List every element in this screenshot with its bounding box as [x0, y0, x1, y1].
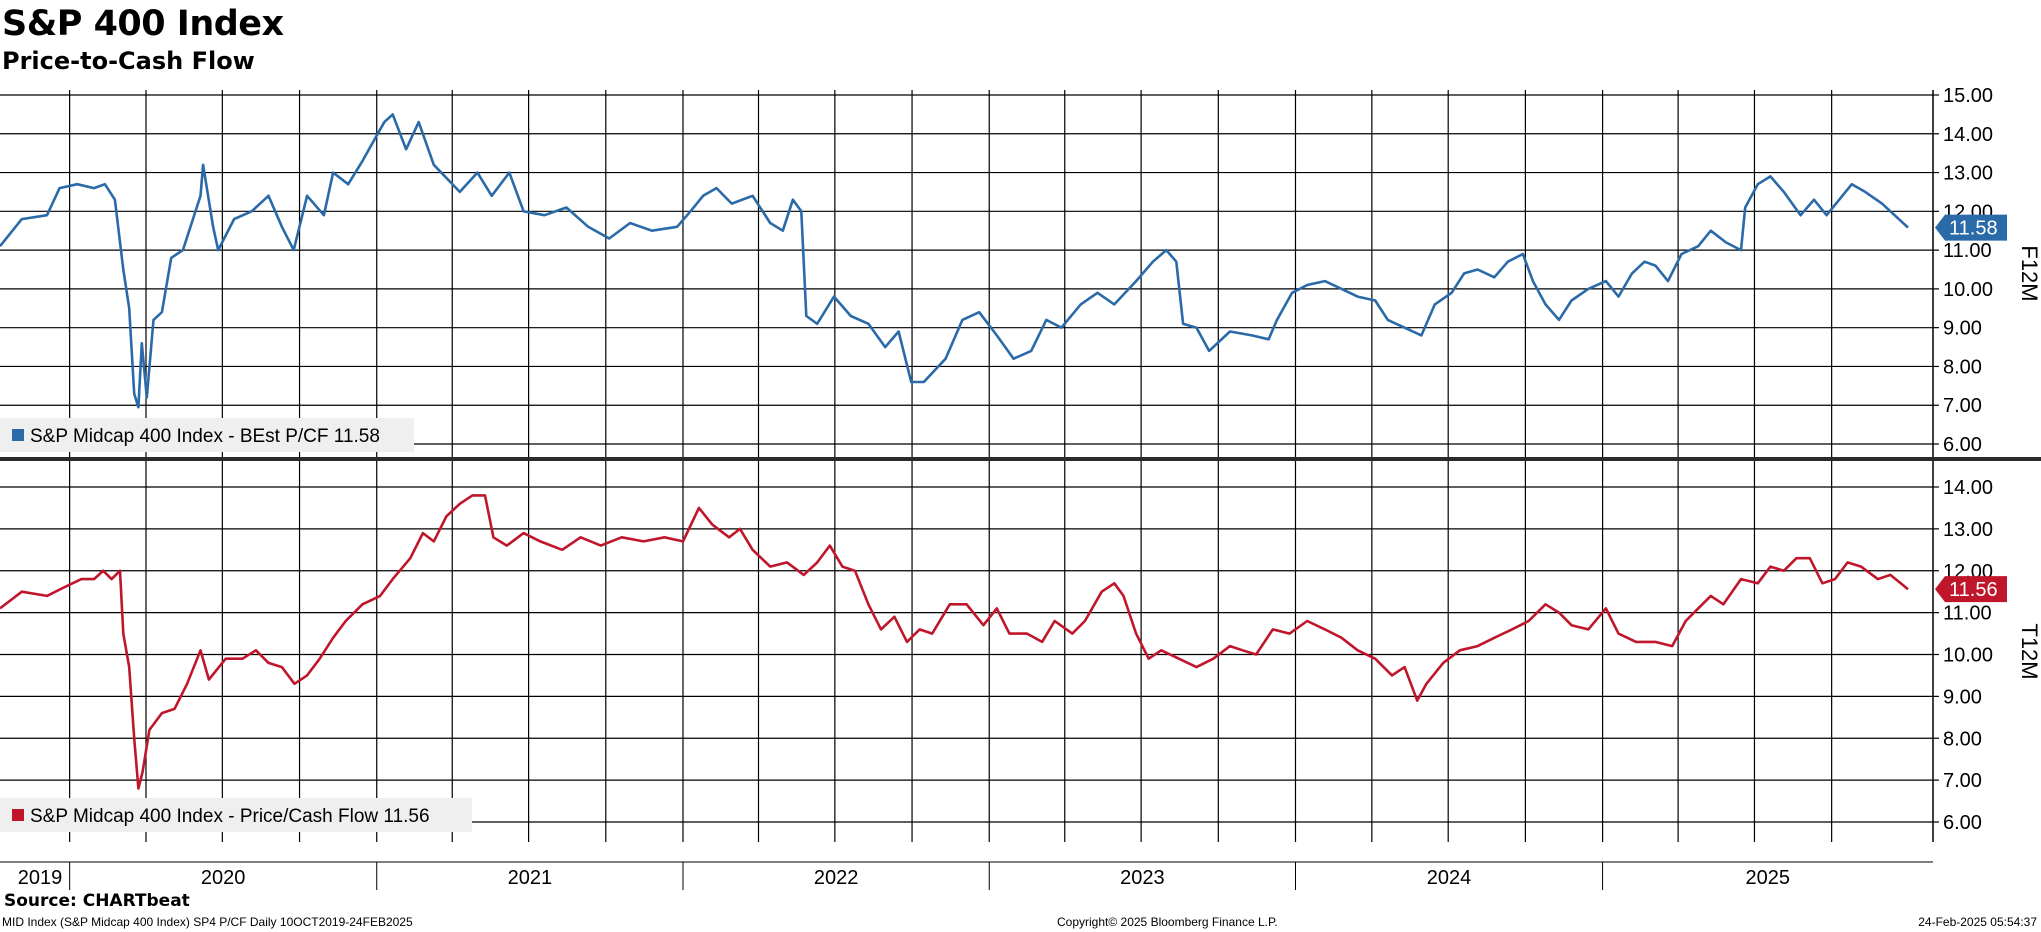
y-tick-label: 6.00: [1943, 812, 1982, 834]
x-year-label: 2021: [508, 867, 553, 889]
y-tick-label: 13.00: [1943, 519, 1993, 541]
x-year-label: 2025: [1746, 867, 1791, 889]
f12m-axis-label: F12M: [2017, 245, 2041, 301]
y-tick-label: 7.00: [1943, 770, 1982, 792]
y-tick-label: 13.00: [1943, 163, 1993, 185]
legend-label: S&P Midcap 400 Index - Price/Cash Flow 1…: [30, 806, 430, 827]
y-tick-label: 15.00: [1943, 85, 1993, 107]
y-tick-label: 9.00: [1943, 318, 1982, 340]
legend-box: [0, 798, 472, 832]
y-tick-label: 8.00: [1943, 356, 1982, 378]
x-year-label: 2022: [814, 867, 859, 889]
t12m-series-line: [0, 494, 1909, 790]
last-value-label: 11.56: [1949, 579, 1998, 601]
y-tick-label: 14.00: [1943, 477, 1993, 499]
legend-swatch: [12, 429, 24, 441]
y-tick-label: 11.00: [1943, 240, 1992, 262]
y-tick-label: 8.00: [1943, 728, 1982, 750]
x-year-label: 2023: [1120, 867, 1165, 889]
legend-label: S&P Midcap 400 Index - BEst P/CF 11.58: [30, 426, 380, 447]
y-tick-label: 7.00: [1943, 395, 1982, 417]
f12m-series-line: [0, 113, 1909, 409]
legend-box: [0, 418, 414, 452]
last-value-tag: [1935, 214, 2007, 241]
y-tick-label: 10.00: [1943, 645, 1993, 667]
y-tick-label: 14.00: [1943, 124, 1993, 146]
footer-timestamp: 24-Feb-2025 05:54:37: [1918, 915, 2037, 929]
chart-subtitle: Price-to-Cash Flow: [2, 47, 255, 75]
chart-title: S&P 400 Index: [2, 4, 284, 44]
y-tick-label: 11.00: [1943, 603, 1992, 625]
x-year-label: 2019: [18, 867, 63, 889]
footer-index-info: MID Index (S&P Midcap 400 Index) SP4 P/C…: [2, 915, 413, 929]
legend-swatch: [12, 809, 24, 821]
y-tick-label: 9.00: [1943, 686, 1982, 708]
last-value-tag: [1935, 576, 2007, 603]
y-tick-label: 10.00: [1943, 279, 1993, 301]
last-value-label: 11.58: [1949, 218, 1998, 240]
x-year-label: 2024: [1427, 867, 1472, 889]
x-year-label: 2020: [201, 867, 246, 889]
footer-copyright: Copyright© 2025 Bloomberg Finance L.P.: [1057, 915, 1278, 929]
panel-separator: [0, 457, 2041, 461]
y-tick-label: 6.00: [1943, 434, 1982, 456]
source-label: Source: CHARTbeat: [4, 891, 190, 911]
t12m-axis-label: T12M: [2017, 623, 2041, 679]
